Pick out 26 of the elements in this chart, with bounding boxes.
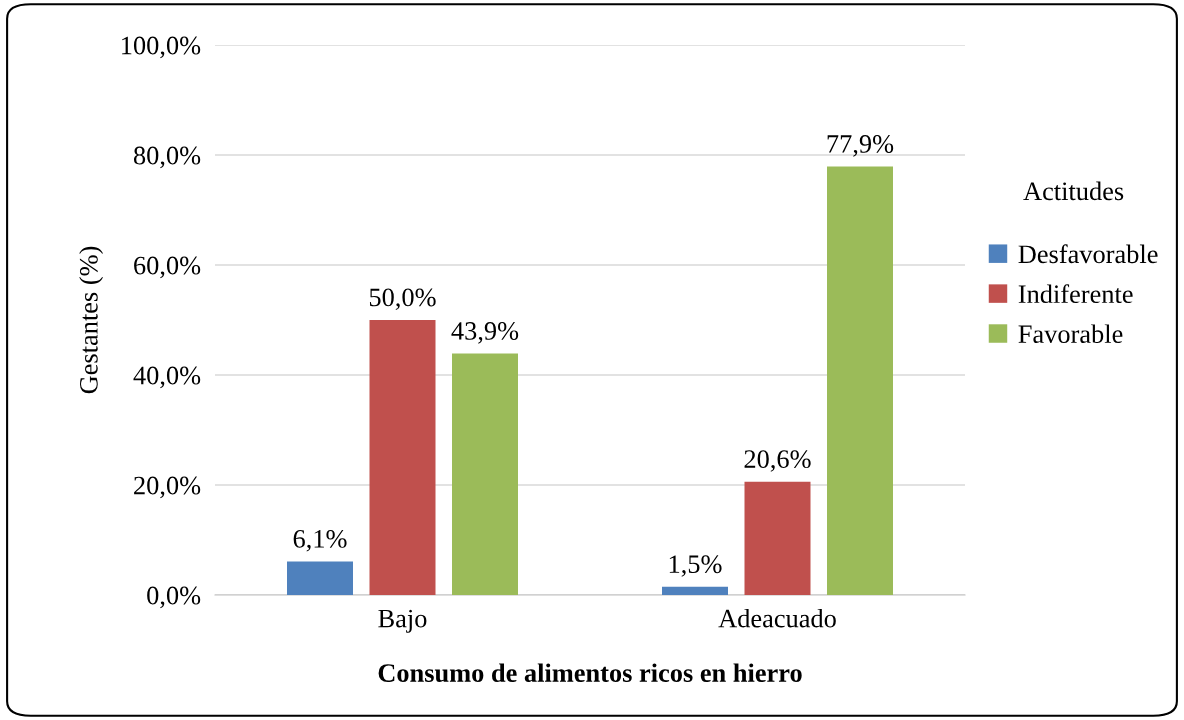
data-label: 6,1% (293, 529, 347, 552)
x-tick-label: Bajo (378, 609, 427, 633)
legend-label: Favorable (1018, 324, 1123, 344)
y-tick-label: 20,0% (134, 476, 201, 499)
data-label: 20,6% (744, 450, 811, 472)
data-label: 43,9% (451, 322, 519, 344)
bar (662, 586, 728, 595)
data-label: 1,5% (669, 555, 722, 577)
data-label: 77,9% (827, 135, 894, 157)
bar (744, 481, 811, 595)
y-tick-label: 80,0% (133, 146, 201, 169)
data-label: 50,0% (369, 288, 436, 311)
y-tick-label: 40,0% (133, 366, 201, 389)
legend-title: Actitudes (1023, 181, 1124, 201)
bar (287, 561, 353, 595)
x-axis-title: Consumo de alimentos ricos en hierro (378, 663, 802, 683)
bar (452, 353, 518, 595)
x-tick-label: Adeacuado (718, 608, 836, 628)
y-tick-label: 60,0% (134, 256, 201, 279)
y-tick-label: 0,0% (147, 586, 201, 609)
bar (369, 320, 436, 595)
y-axis-title: Gestantes (%) (79, 246, 104, 394)
legend-label: Desfavorable (1018, 244, 1158, 264)
y-tick-label: 100,0% (122, 36, 201, 59)
bar (827, 166, 893, 595)
legend-label: Indiferente (1018, 284, 1133, 304)
